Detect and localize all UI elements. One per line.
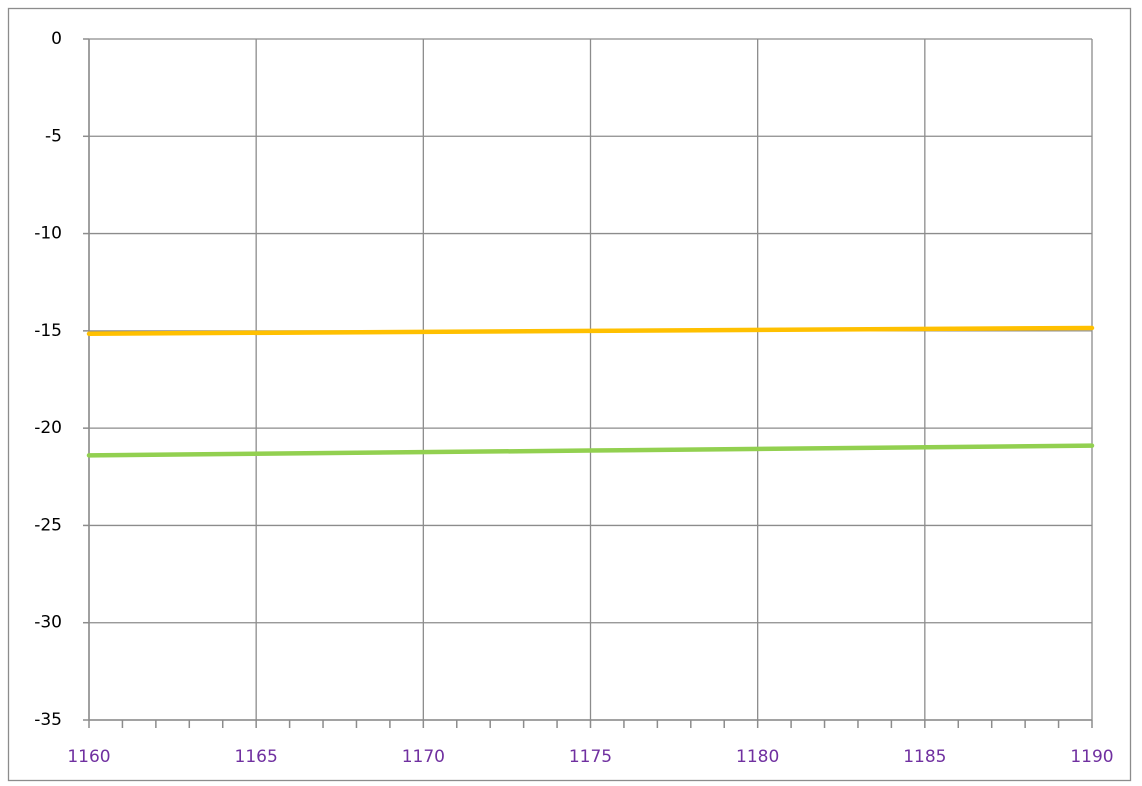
x-tick-label: 1170 <box>402 747 445 767</box>
y-tick-label: -5 <box>45 126 62 146</box>
x-tick-label: 1185 <box>903 747 946 767</box>
y-tick-label: -30 <box>34 613 62 633</box>
y-tick-label: -25 <box>34 515 62 535</box>
y-tick-label: -10 <box>34 224 62 244</box>
y-tick-label: -35 <box>34 710 62 730</box>
x-tick-label: 1175 <box>569 747 612 767</box>
y-tick-label: 0 <box>51 29 62 49</box>
x-tick-label: 1160 <box>67 747 110 767</box>
line-series <box>86 443 1095 458</box>
chart-frame <box>7 7 1132 782</box>
x-tick-label: 1165 <box>235 747 278 767</box>
line-series <box>86 325 1095 337</box>
x-tick-label: 1180 <box>736 747 779 767</box>
x-tick-label: 1190 <box>1070 747 1113 767</box>
y-tick-label: -20 <box>34 418 62 438</box>
y-tick-label: -15 <box>34 321 62 341</box>
